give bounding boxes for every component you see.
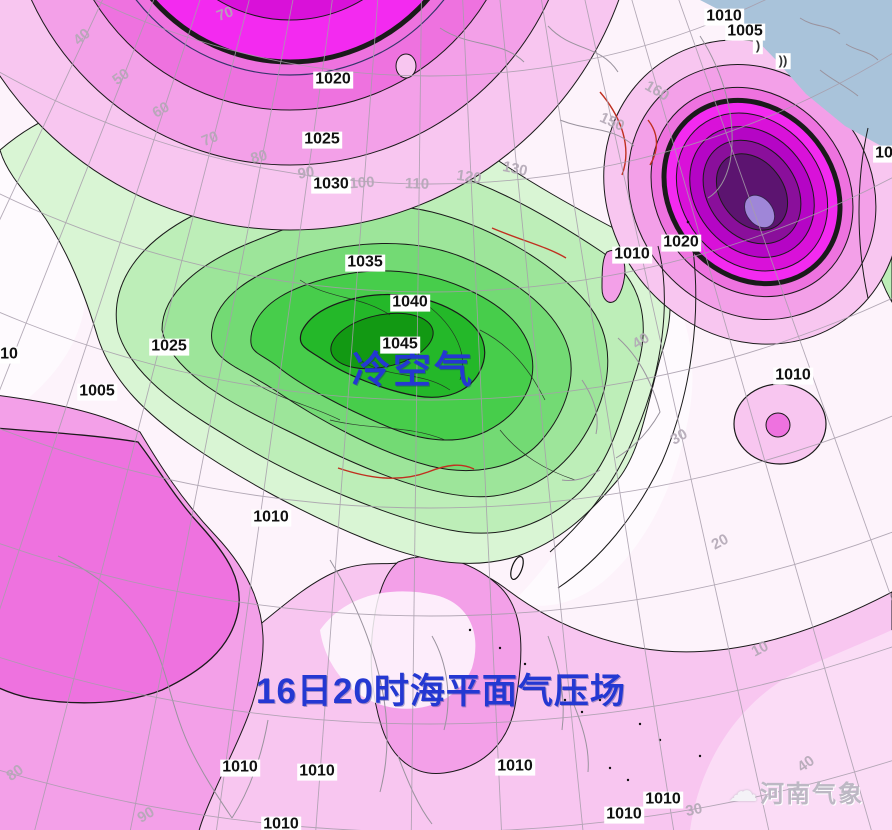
grid-coordinate-label: 40	[794, 752, 818, 776]
grid-coordinate-label: 150	[597, 109, 627, 135]
pale-band-southeast	[690, 630, 892, 830]
grid-coordinate-label: 10	[748, 637, 772, 661]
watermark: ☁ 河南气象	[728, 774, 864, 809]
isobar-label: 1020	[661, 233, 701, 252]
isobar-label: 1010	[297, 762, 337, 781]
isobar-label: 1010	[495, 757, 535, 776]
isobar-label-fragment: )	[752, 38, 764, 54]
grid-coordinate-label: 120	[455, 166, 483, 188]
grid-coordinate-label: 70	[214, 3, 236, 25]
isobar-label: 1005	[725, 22, 765, 41]
isobar-label: 1010	[773, 366, 813, 385]
map-corner-sea	[700, 0, 892, 152]
isobar-label: 1025	[149, 337, 189, 356]
isobar-label: 1045	[380, 335, 420, 354]
isobar-lines-east	[549, 127, 869, 589]
grid-coordinate-label: 90	[296, 163, 316, 183]
low-pacific-core	[765, 412, 791, 438]
grid-coordinate-label: 160	[641, 77, 673, 105]
grid-coordinate-label: 80	[3, 761, 27, 785]
low-system-northeast	[603, 39, 892, 345]
grid-coordinate-label: 30	[684, 799, 704, 821]
watermark-text: 河南气象	[760, 781, 864, 808]
grid-coordinate-label: 110	[404, 175, 430, 193]
isobar-label-fragment: ))	[775, 53, 791, 69]
isobar-label: 1010	[604, 805, 644, 824]
isobar-label: 1010	[261, 816, 301, 830]
grid-coordinate-label: 40	[70, 25, 94, 49]
grid-coordinate-label: 20	[708, 530, 732, 554]
grid-coordinate-label: 60	[149, 98, 173, 122]
grid-coordinate-label: 90	[134, 803, 158, 827]
low-center-india	[0, 427, 240, 704]
isobar-label: 1025	[302, 130, 342, 149]
isobar-label: 1030	[311, 175, 351, 194]
grid-coordinate-label: 50	[109, 65, 133, 89]
cloud-icon: ☁	[728, 774, 758, 808]
grid-coordinate-label: 40	[629, 329, 653, 353]
grid-coordinate-label: 80	[248, 146, 270, 168]
isobar-label: 1010	[704, 7, 744, 26]
isobar-label: 1010	[251, 508, 291, 527]
province-boundaries	[249, 279, 576, 481]
isobar-label: 10	[873, 145, 892, 163]
isobar-label: 1020	[313, 70, 353, 89]
small-pink-blob-north	[395, 53, 417, 79]
isobar-label: 1040	[390, 293, 430, 312]
coastlines	[57, 25, 733, 825]
isobar-label: 1005	[77, 382, 117, 401]
china-boundary-red	[337, 91, 658, 479]
cold-air-annotation: 冷空气	[352, 350, 476, 392]
taiwan-outline	[510, 555, 524, 581]
grid-coordinate-label: 70	[199, 127, 221, 151]
pale-patch-indochina	[320, 591, 476, 709]
grid-coordinate-label: 30	[667, 425, 691, 449]
grid-coordinate-label: 130	[500, 158, 530, 180]
isobar-label: 1010	[612, 245, 652, 264]
grid-coordinate-label: 100	[348, 173, 376, 193]
isobar-label: 1010	[643, 790, 683, 809]
isobar-label: 10	[0, 345, 20, 364]
island-dots	[468, 220, 702, 782]
aleutian-islands	[799, 17, 879, 97]
isobar-label: 1035	[345, 253, 385, 272]
isobar-label: 1010	[220, 758, 260, 777]
low-system-northwest	[0, 0, 620, 231]
map-caption: 16日20时海平面气压场	[256, 672, 626, 711]
